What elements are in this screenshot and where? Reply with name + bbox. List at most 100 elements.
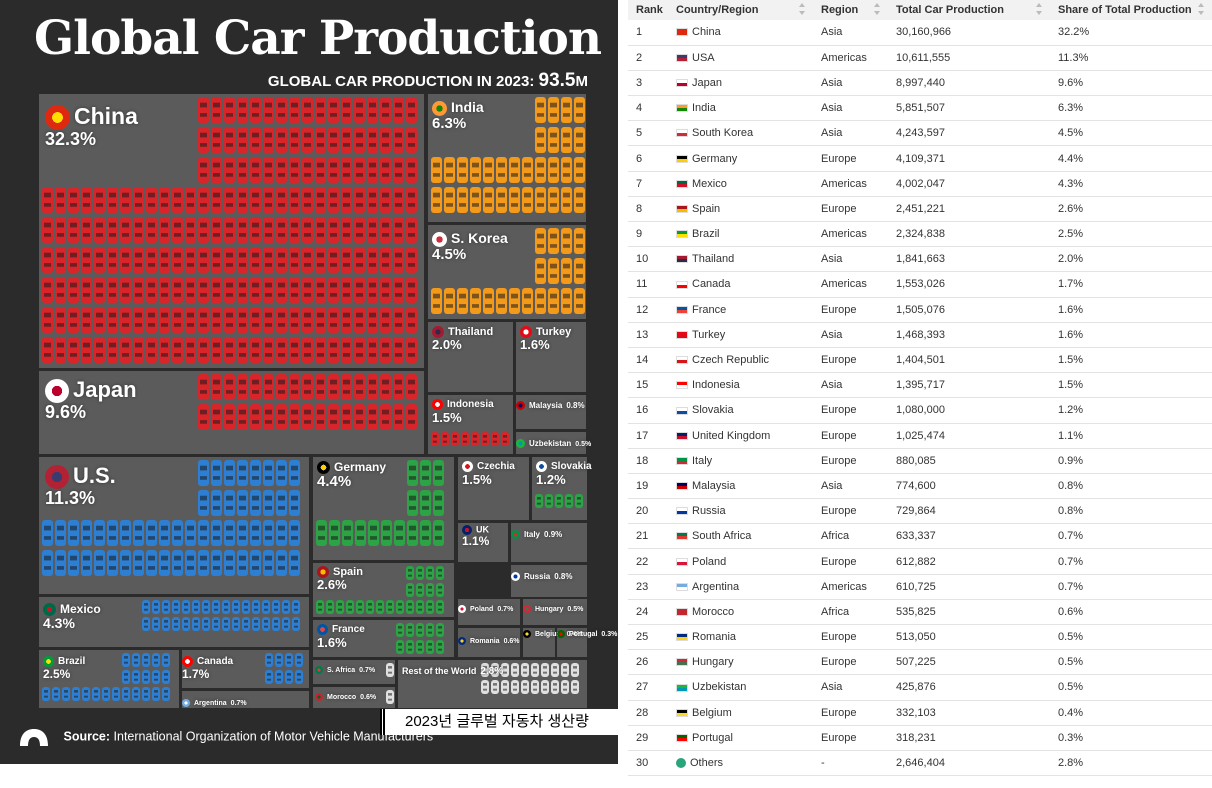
treemap-tile-france	[313, 620, 454, 657]
u-s-flag-icon	[45, 465, 69, 490]
cell-share: 2.8%	[1058, 757, 1084, 770]
tile-name: Germany	[334, 460, 387, 474]
czechia-flag-icon	[462, 461, 473, 472]
treemap-tile-canada	[182, 650, 309, 688]
cell-country: Indonesia	[668, 373, 813, 398]
belgium-flag-icon	[523, 630, 531, 639]
cell-rank: 10	[636, 253, 649, 266]
cell-share: 4.3%	[1058, 177, 1084, 190]
table-row[interactable]: 26 Hungary Europe 507,225 0.5%	[628, 650, 1212, 675]
tile-label-thailand: Thailand 2.0%	[432, 326, 493, 352]
column-header-3[interactable]: Total Car Production	[888, 0, 1050, 20]
cell-production: 507,225	[896, 656, 936, 669]
table-row[interactable]: 20 Russia Europe 729,864 0.8%	[628, 499, 1212, 524]
table-row[interactable]: 5 South Korea Asia 4,243,597 4.5%	[628, 121, 1212, 146]
cell-production: 610,725	[896, 580, 936, 593]
cell-production: 425,876	[896, 681, 936, 694]
tile-label-canada: Canada 1.7%	[182, 656, 233, 680]
table-row[interactable]: 14 Czech Republic Europe 1,404,501 1.5%	[628, 347, 1212, 373]
sort-arrows-icon[interactable]	[1198, 3, 1204, 15]
table-row[interactable]: 28 Belgium Europe 332,103 0.4%	[628, 700, 1212, 726]
tile-share: 1.6%	[520, 337, 550, 353]
cell-share: 1.5%	[1058, 379, 1084, 392]
table-row[interactable]: 8 Spain Europe 2,451,221 2.6%	[628, 196, 1212, 222]
table-row[interactable]: 23 Argentina Americas 610,725 0.7%	[628, 574, 1212, 600]
treemap-tile-spain	[313, 563, 454, 617]
romania-flag-icon	[458, 637, 466, 646]
table-row[interactable]: 29 Portugal Europe 318,231 0.3%	[628, 725, 1212, 751]
tile-name: France	[332, 624, 365, 636]
subtitle-value: 93.5	[538, 70, 576, 91]
cell-production: 2,646,404	[896, 757, 945, 770]
table-row[interactable]: 13 Turkey Asia 1,468,393 1.6%	[628, 322, 1212, 348]
table-row[interactable]: 19 Malaysia Asia 774,600 0.8%	[628, 473, 1212, 499]
tile-name: Portugal	[569, 631, 598, 638]
cell-region: Asia	[821, 479, 843, 492]
cell-country: Russia	[668, 499, 813, 524]
sort-arrows-icon[interactable]	[874, 3, 880, 15]
sort-arrows-icon[interactable]	[1036, 3, 1042, 15]
column-header-1[interactable]: Country/Region	[668, 0, 813, 20]
country-name: South Korea	[692, 127, 754, 140]
treemap-tile-brazil	[39, 650, 179, 708]
korean-caption: 2023년 글루벌 자동차 생산량	[380, 709, 618, 735]
cell-share: 0.7%	[1058, 555, 1084, 568]
sort-arrows-icon[interactable]	[799, 3, 805, 15]
cell-region: Europe	[821, 656, 857, 669]
uk-flag-icon	[676, 431, 688, 440]
cell-region: Asia	[821, 102, 843, 115]
table-row[interactable]: 3 Japan Asia 8,997,440 9.6%	[628, 70, 1212, 96]
table-row[interactable]: 12 France Europe 1,505,076 1.6%	[628, 297, 1212, 323]
tile-label-portugal: Portugal 0.3%	[557, 624, 617, 641]
table-row[interactable]: 24 Morocco Africa 535,825 0.6%	[628, 599, 1212, 625]
tile-share: 2.0%	[432, 337, 462, 353]
india-flag-icon	[432, 100, 447, 116]
table-row[interactable]: 21 South Africa Africa 633,337 0.7%	[628, 524, 1212, 549]
morocco-flag-icon	[315, 693, 323, 702]
table-row[interactable]: 1 China Asia 30,160,966 32.2%	[628, 20, 1212, 46]
table-row[interactable]: 4 India Asia 5,851,507 6.3%	[628, 96, 1212, 121]
cell-region: -	[821, 757, 825, 770]
cell-share: 11.3%	[1058, 51, 1089, 64]
tile-share: 0.5%	[575, 441, 592, 448]
cell-country: Slovakia	[668, 398, 813, 423]
cell-production: 774,600	[896, 479, 936, 492]
country-name: Canada	[692, 278, 731, 291]
portugal-flag-icon	[676, 733, 688, 742]
cell-production: 513,050	[896, 631, 936, 644]
table-row[interactable]: 7 Mexico Americas 4,002,047 4.3%	[628, 171, 1212, 197]
table-row[interactable]: 9 Brazil Americas 2,324,838 2.5%	[628, 222, 1212, 247]
table-row[interactable]: 27 Uzbekistan Asia 425,876 0.5%	[628, 675, 1212, 701]
car-icons	[386, 690, 394, 704]
table-row[interactable]: 18 Italy Europe 880,085 0.9%	[628, 448, 1212, 474]
car-icons	[42, 97, 417, 363]
cell-rank: 21	[636, 530, 649, 543]
table-row[interactable]: 16 Slovakia Europe 1,080,000 1.2%	[628, 398, 1212, 423]
canada-flag-icon	[676, 280, 688, 289]
table-row[interactable]: 15 Indonesia Asia 1,395,717 1.5%	[628, 373, 1212, 398]
table-row[interactable]: 10 Thailand Asia 1,841,663 2.0%	[628, 247, 1212, 272]
table-row[interactable]: 11 Canada Americas 1,553,026 1.7%	[628, 272, 1212, 298]
table-row[interactable]: 17 United Kingdom Europe 1,025,474 1.1%	[628, 423, 1212, 449]
column-header-0[interactable]: Rank	[628, 0, 668, 20]
tile-share: 4.3%	[43, 615, 75, 632]
tile-label-uzbekistan: Uzbekistan 0.5%	[516, 434, 591, 451]
cell-region: Europe	[821, 354, 857, 367]
tile-label-belgium: Belgium 0.4%	[523, 624, 583, 641]
table-row[interactable]: 22 Poland Europe 612,882 0.7%	[628, 549, 1212, 575]
column-header-2[interactable]: Region	[813, 0, 888, 20]
country-name: Belgium	[692, 706, 732, 719]
treemap-tile-s-africa	[313, 660, 395, 684]
cell-region: Europe	[821, 731, 857, 744]
cell-country: Brazil	[668, 222, 813, 247]
column-header-4[interactable]: Share of Total Production	[1050, 0, 1212, 20]
cell-production: 2,324,838	[896, 228, 945, 241]
treemap-tile-italy	[511, 523, 587, 562]
table-row[interactable]: 25 Romania Europe 513,050 0.5%	[628, 625, 1212, 650]
table-row[interactable]: 2 USA Americas 10,611,555 11.3%	[628, 45, 1212, 71]
table-row[interactable]: 6 Germany Europe 4,109,371 4.4%	[628, 146, 1212, 172]
cell-region: Americas	[821, 278, 867, 291]
table-row[interactable]: 30 Others - 2,646,404 2.8%	[628, 750, 1212, 776]
tile-label-china: China 32.3%	[45, 104, 138, 149]
cell-production: 1,025,474	[896, 429, 945, 442]
